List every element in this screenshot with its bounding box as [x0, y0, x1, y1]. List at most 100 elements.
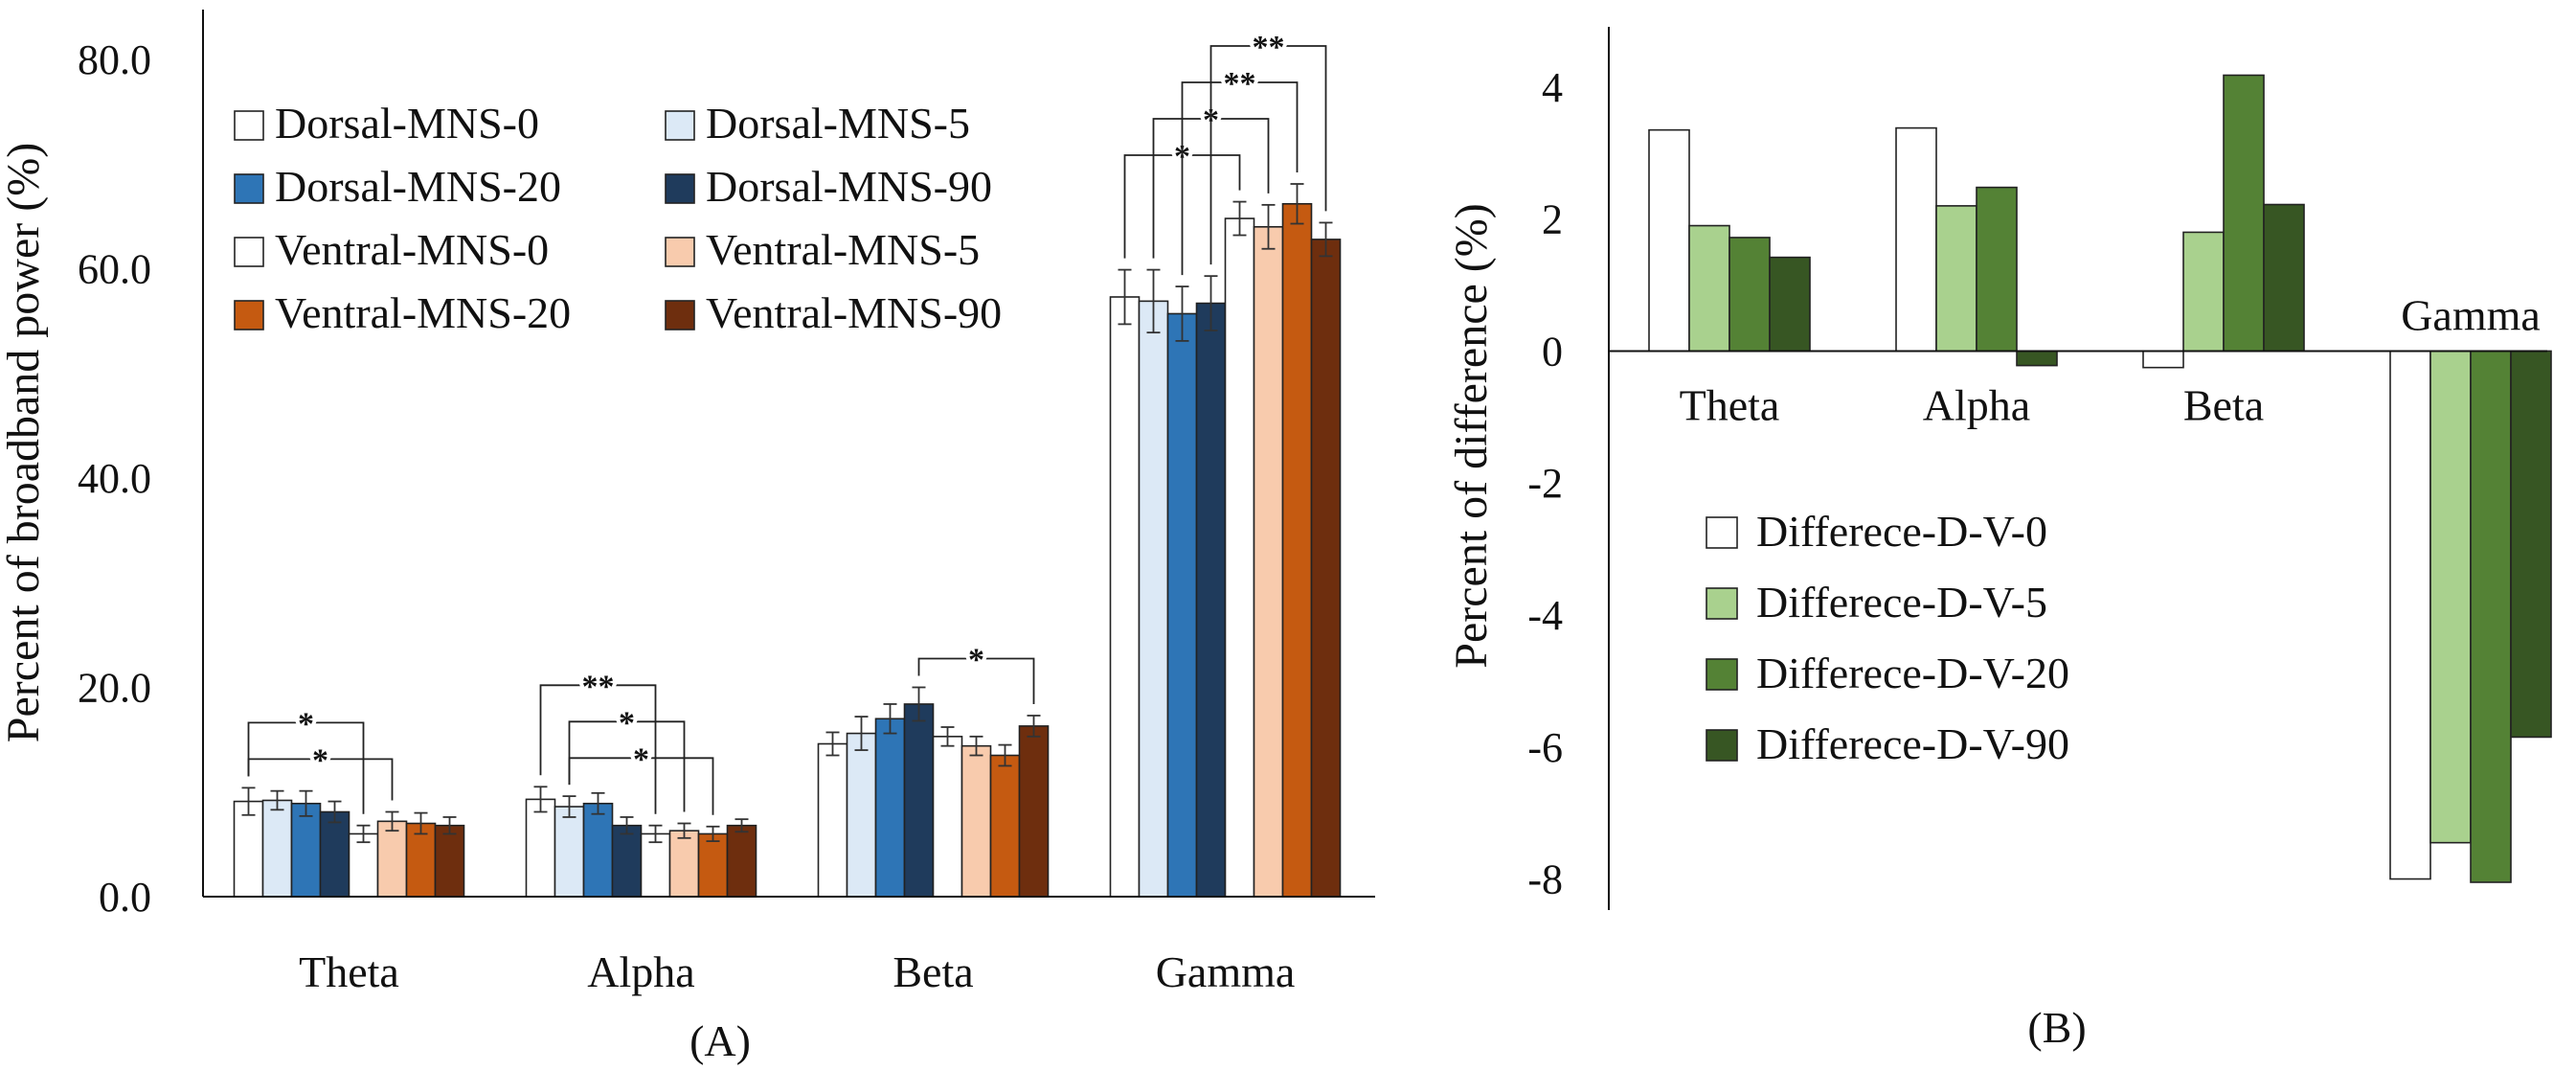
bar-ventral-mns-5-beta [960, 744, 992, 898]
significance-bracket [247, 721, 365, 814]
bar-ventral-mns-0-beta [932, 736, 963, 898]
significance-marker: * [298, 706, 314, 741]
y-tick-label: 80.0 [78, 36, 151, 83]
legend-label-dorsal-mns-0: Dorsal-MNS-0 [275, 99, 539, 148]
category-label-theta: Theta [1680, 380, 1780, 429]
bar-ventral-mns-90-alpha [726, 824, 757, 898]
bar-differece-d-v-5-gamma [2429, 350, 2472, 844]
bar-differece-d-v-0-theta [1648, 128, 1690, 353]
legend-label-dorsal-mns-20: Dorsal-MNS-20 [275, 162, 561, 211]
bar-differece-d-v-90-theta [1769, 256, 1811, 353]
bar-dorsal-mns-5-theta [261, 799, 293, 898]
bar-ventral-mns-0-alpha [640, 832, 671, 898]
bar-differece-d-v-20-alpha [1976, 186, 2018, 353]
bar-differece-d-v-20-beta [2223, 74, 2265, 353]
legend-swatch-dorsal-mns-20 [234, 173, 264, 204]
legend-swatch-differece-d-v-90 [1706, 729, 1738, 762]
bar-ventral-mns-20-beta [989, 754, 1021, 898]
bar-ventral-mns-0-gamma [1224, 217, 1255, 898]
category-label-theta: Theta [299, 947, 399, 996]
panel-a-error-bars [241, 183, 1333, 844]
panel-b-y-axis-title: Percent of difference (%) [1446, 203, 1497, 669]
category-label-beta: Beta [893, 947, 973, 996]
legend-label-ventral-mns-90: Ventral-MNS-90 [706, 288, 1002, 337]
panel-b-y-tick-labels: -8 -6 -4 -2 0 2 4 [1527, 64, 1563, 903]
bar-ventral-mns-5-gamma [1253, 226, 1284, 898]
significance-marker: * [312, 742, 328, 778]
significance-bracket [568, 720, 686, 812]
bar-differece-d-v-5-beta [2182, 231, 2225, 353]
bar-differece-d-v-90-beta [2263, 203, 2305, 353]
category-label-gamma: Gamma [2401, 290, 2541, 339]
panel-a-y-axis-title: Percent of broadband power (%) [0, 143, 49, 742]
significance-bracket [917, 657, 1035, 704]
bar-differece-d-v-20-gamma [2470, 350, 2512, 883]
bar-dorsal-mns-20-alpha [582, 802, 614, 898]
panel-b-legend: Differece-D-V-0 Differece-D-V-5 Differece-… [1706, 507, 2069, 768]
legend-swatch-ventral-mns-90 [665, 300, 695, 330]
panel-b-chart: -8 -6 -4 -2 0 2 4 Theta Alpha Beta Gamma Differec… [1446, 27, 2552, 1052]
bar-dorsal-mns-5-alpha [554, 806, 585, 898]
bar-dorsal-mns-5-beta [846, 732, 877, 898]
legend-label-differece-d-v-90: Differece-D-V-90 [1756, 719, 2069, 768]
y-tick-label: 2 [1542, 196, 1563, 243]
panel-a-legend: Dorsal-MNS-0 Dorsal-MNS-5 Dorsal-MNS-20 Dor… [234, 99, 1002, 337]
legend-label-differece-d-v-20: Differece-D-V-20 [1756, 649, 2069, 697]
panel-b-category-labels: Theta Alpha Beta Gamma [1680, 290, 2541, 429]
category-label-alpha: Alpha [587, 947, 694, 996]
bar-differece-d-v-5-alpha [1935, 205, 1977, 353]
legend-label-dorsal-mns-90: Dorsal-MNS-90 [706, 162, 992, 211]
panel-b-label: (B) [2027, 1003, 2086, 1052]
legend-label-differece-d-v-0: Differece-D-V-0 [1756, 507, 2047, 556]
bar-dorsal-mns-0-beta [817, 742, 848, 898]
bar-dorsal-mns-0-alpha [525, 798, 556, 898]
significance-marker: ** [1224, 66, 1256, 102]
y-tick-label: -2 [1527, 460, 1563, 507]
panel-b-axes [1608, 27, 2547, 910]
legend-swatch-ventral-mns-20 [234, 300, 264, 330]
bar-differece-d-v-0-alpha [1895, 126, 1937, 353]
y-tick-label: 60.0 [78, 246, 151, 293]
panel-a-chart: ************* 0.0 20.0 40.0 60.0 80.0 Theta A… [0, 10, 1375, 1065]
bar-dorsal-mns-0-gamma [1109, 296, 1141, 898]
legend-label-differece-d-v-5: Differece-D-V-5 [1756, 578, 2047, 627]
panel-a-y-tick-labels: 0.0 20.0 40.0 60.0 80.0 [78, 36, 151, 921]
category-label-beta: Beta [2183, 380, 2264, 429]
significance-marker: * [619, 705, 635, 741]
legend-swatch-dorsal-mns-90 [665, 173, 695, 204]
y-tick-label: -4 [1527, 592, 1563, 639]
panel-a-bars [233, 202, 1342, 898]
legend-swatch-ventral-mns-5 [665, 237, 695, 267]
bar-differece-d-v-20-theta [1729, 237, 1771, 353]
bar-dorsal-mns-20-gamma [1166, 312, 1198, 898]
bar-differece-d-v-5-theta [1688, 224, 1730, 353]
category-label-alpha: Alpha [1923, 380, 2030, 429]
legend-swatch-dorsal-mns-5 [665, 110, 695, 141]
panel-a-significance-brackets: ************* [247, 26, 1327, 815]
bar-ventral-mns-0-theta [348, 832, 379, 898]
bar-ventral-mns-90-beta [1018, 725, 1050, 898]
legend-swatch-differece-d-v-0 [1706, 516, 1738, 549]
category-label-gamma: Gamma [1156, 947, 1296, 996]
legend-label-ventral-mns-0: Ventral-MNS-0 [275, 225, 549, 274]
significance-bracket [1181, 81, 1299, 276]
y-tick-label: 0 [1542, 328, 1563, 375]
panel-a-category-labels: Theta Alpha Beta Gamma [299, 947, 1295, 996]
y-tick-label: 20.0 [78, 665, 151, 712]
bar-dorsal-mns-90-gamma [1195, 302, 1227, 898]
bar-differece-d-v-90-alpha [2016, 350, 2058, 367]
bar-dorsal-mns-5-gamma [1138, 300, 1169, 898]
bar-dorsal-mns-20-beta [874, 718, 906, 898]
significance-marker: * [968, 643, 984, 678]
bar-ventral-mns-5-theta [376, 820, 408, 898]
bar-dorsal-mns-90-beta [903, 703, 935, 898]
bar-dorsal-mns-20-theta [290, 802, 322, 898]
y-tick-label: -8 [1527, 856, 1563, 903]
legend-swatch-dorsal-mns-0 [234, 110, 264, 141]
significance-marker: ** [1253, 30, 1285, 65]
panel-a-axes [202, 10, 1375, 898]
y-tick-label: -6 [1527, 724, 1563, 771]
panel-b-bars [1648, 74, 2552, 883]
y-tick-label: 4 [1542, 64, 1563, 111]
